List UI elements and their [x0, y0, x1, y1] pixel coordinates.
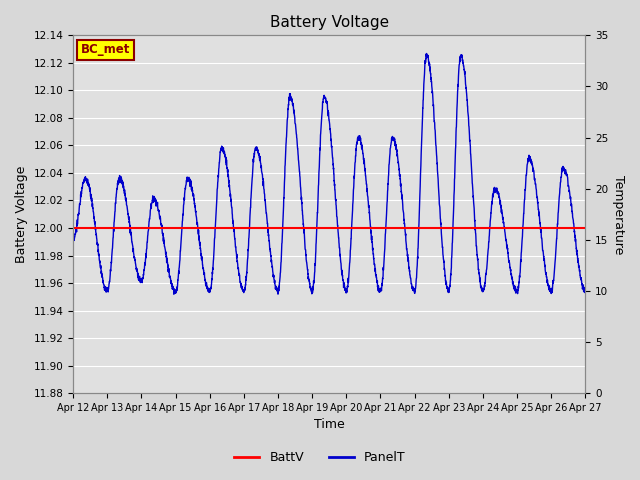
X-axis label: Time: Time [314, 419, 344, 432]
Text: BC_met: BC_met [81, 43, 130, 56]
Y-axis label: Temperature: Temperature [612, 175, 625, 254]
Title: Battery Voltage: Battery Voltage [269, 15, 389, 30]
Y-axis label: Battery Voltage: Battery Voltage [15, 166, 28, 263]
Legend: BattV, PanelT: BattV, PanelT [229, 446, 411, 469]
